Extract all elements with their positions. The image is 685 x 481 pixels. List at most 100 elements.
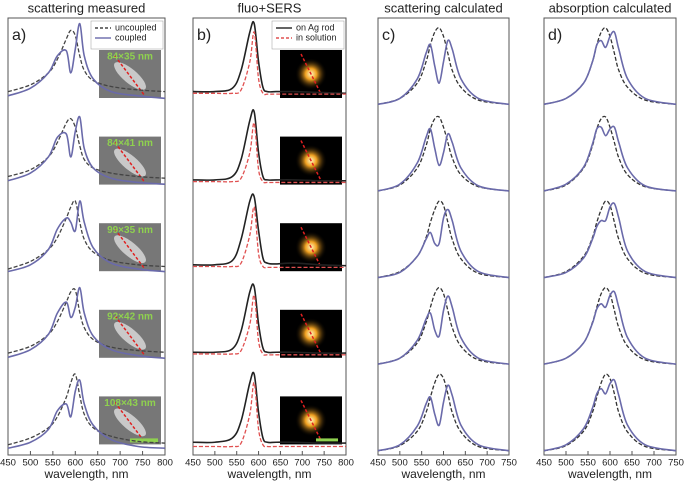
panel-title: absorption calculated [549,0,672,15]
plot-frame [7,17,166,456]
plot-frame [543,17,677,456]
panel-label: d) [548,27,562,44]
x-tick-label: 550 [414,458,430,469]
rod-axis [300,313,322,355]
x-tick-label: 600 [251,458,267,469]
x-tick-label: 650 [90,458,106,469]
spectrum [7,22,166,100]
spectrum [7,200,166,273]
spectrum [7,286,166,359]
rod-axis [300,53,322,95]
spectrum [377,27,510,105]
scale-bar [130,438,158,443]
x-tick-label: 700 [294,458,310,469]
x-tick-label: 550 [229,458,245,469]
x-tick-label: 500 [207,458,223,469]
spectrum [543,202,677,279]
x-axis-label: wavelength, nm [226,467,311,481]
spectrum [543,115,677,192]
panel-label: b) [197,27,211,44]
inset-label: 92×42 nm [107,311,153,322]
rod-axis [114,142,146,184]
spectrum [192,193,347,267]
plot-frame [377,17,510,456]
spectrum [543,30,677,106]
x-tick-label: 450 [0,458,16,469]
x-tick-label: 450 [185,458,201,469]
x-tick-label: 650 [624,458,640,469]
spectrum [377,286,510,365]
spectrum [543,286,677,365]
rod-axis [114,401,146,443]
panel-title: fluo+SERS [238,0,302,15]
x-tick-label: 800 [338,458,354,469]
legend-label: uncoupled [115,22,157,32]
x-axis-label: wavelength, nm [400,467,485,481]
x-tick-label: 750 [316,458,332,469]
panel-label: a) [12,27,26,44]
spectrum [192,109,347,182]
rod-axis [300,140,322,181]
x-tick-label: 700 [112,458,128,469]
spectrum [193,294,346,356]
spectrum [377,115,510,192]
spectrum [377,373,510,452]
spectrum [377,200,510,279]
spectrum [7,115,166,185]
rod-axis [300,226,322,268]
rod-axis [114,315,146,357]
inset-label: 108×43 nm [104,398,156,409]
x-axis-label: wavelength, nm [567,467,652,481]
x-tick-label: 500 [558,458,574,469]
legend-box [271,20,345,50]
x-tick-label: 750 [668,458,684,469]
x-tick-label: 450 [370,458,386,469]
spectrum [7,373,166,446]
legend-label: in solution [296,32,337,42]
x-tick-label: 550 [580,458,596,469]
x-tick-label: 600 [67,458,83,469]
spectrum [193,31,346,96]
inset-label: 84×35 nm [107,52,153,63]
x-tick-label: 700 [479,458,495,469]
x-tick-label: 700 [646,458,662,469]
spectrum [543,200,677,279]
x-tick-label: 550 [45,458,61,469]
rod-axis [114,228,146,270]
spectrum [193,206,346,269]
spectrum [192,20,347,95]
legend-label: on Ag rod [296,22,335,32]
panel-title: scattering measured [28,0,146,15]
legend-box [90,20,164,50]
spectrum [193,122,346,184]
rod-axis [114,55,146,97]
inset-label: 84×41 nm [107,138,153,149]
spectrum [192,382,346,448]
spectrum [543,290,677,365]
spectrum [377,384,510,452]
spectrum [7,379,166,449]
x-tick-label: 500 [22,458,38,469]
scale-bar [316,438,338,442]
plot-frame [192,17,347,456]
x-tick-label: 500 [392,458,408,469]
x-tick-label: 800 [157,458,173,469]
spectrum [377,295,510,365]
x-tick-label: 600 [602,458,618,469]
legend-label: coupled [115,32,147,42]
x-tick-label: 750 [135,458,151,469]
x-tick-label: 650 [272,458,288,469]
spectrum [543,378,677,452]
x-tick-label: 450 [536,458,552,469]
spectrum [377,208,510,279]
spectrum [192,283,347,354]
x-tick-label: 750 [501,458,517,469]
spectrum [377,127,510,192]
x-tick-label: 650 [457,458,473,469]
spectrum [377,39,510,106]
spectrum [192,371,347,444]
x-axis-label: wavelength, nm [43,467,128,481]
spectrum [543,27,677,105]
panel-title: scattering calculated [384,0,503,15]
spectrum [543,373,677,452]
